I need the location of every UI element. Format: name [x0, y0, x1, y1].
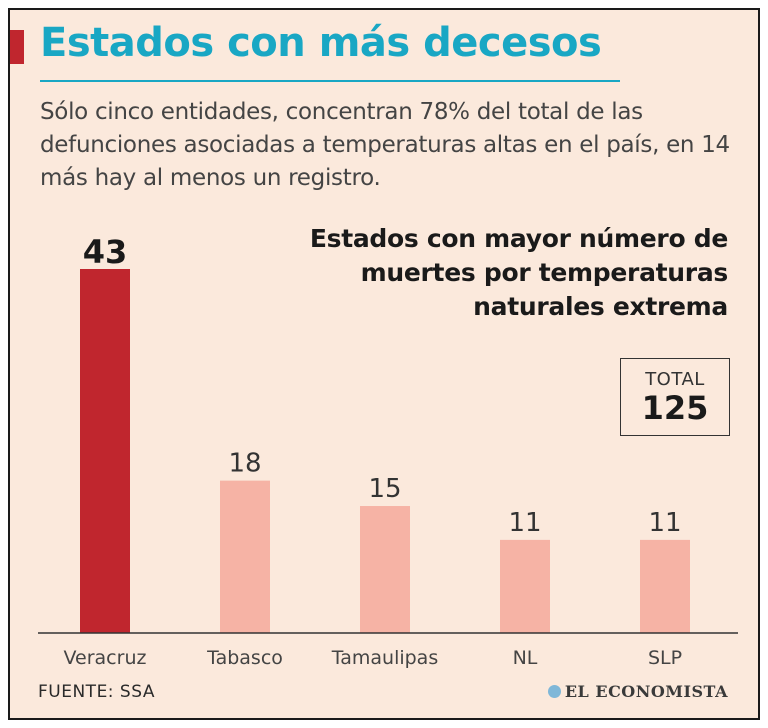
total-label: TOTAL [645, 369, 705, 390]
subtitle: Sólo cinco entidades, concentran 78% del… [40, 99, 730, 191]
chart-title: Estados con mayor número de muertes por … [309, 224, 728, 321]
bar-nl [500, 539, 550, 633]
bar-tabasco [220, 480, 270, 633]
x-tick-label-tabasco: Tabasco [206, 647, 283, 669]
brand-name: EL ECONOMISTA [564, 682, 728, 701]
brand-globe-icon [547, 685, 561, 698]
x-tick-label-tamaulipas: Tamaulipas [331, 647, 438, 669]
total-value: 125 [641, 389, 709, 427]
bar-veracruz [80, 269, 130, 633]
value-label-nl: 11 [508, 508, 541, 538]
bar-slp [640, 539, 690, 633]
value-label-tamaulipas: 15 [368, 474, 401, 504]
brand-logo: EL ECONOMISTA [547, 682, 728, 701]
infographic-frame: Estados con más decesos Sólo cinco entid… [8, 8, 760, 720]
x-tick-label-nl: NL [513, 647, 538, 669]
bar-tamaulipas [360, 506, 410, 633]
value-label-tabasco: 18 [228, 449, 261, 479]
value-label-slp: 11 [648, 508, 681, 538]
title-divider [40, 80, 620, 82]
x-tick-label-slp: SLP [648, 647, 682, 669]
value-label-veracruz: 43 [83, 233, 128, 271]
x-tick-label-veracruz: Veracruz [64, 647, 147, 669]
bar-chart: 43 Veracruz 18 Tabasco 15 Tamaulipas 11 NL 11 SLP [38, 233, 738, 669]
title-accent-marker [10, 30, 24, 64]
source-credit: FUENTE: SSA [38, 682, 155, 702]
total-box: TOTAL 125 [620, 358, 730, 436]
page-title: Estados con más decesos [40, 20, 602, 66]
